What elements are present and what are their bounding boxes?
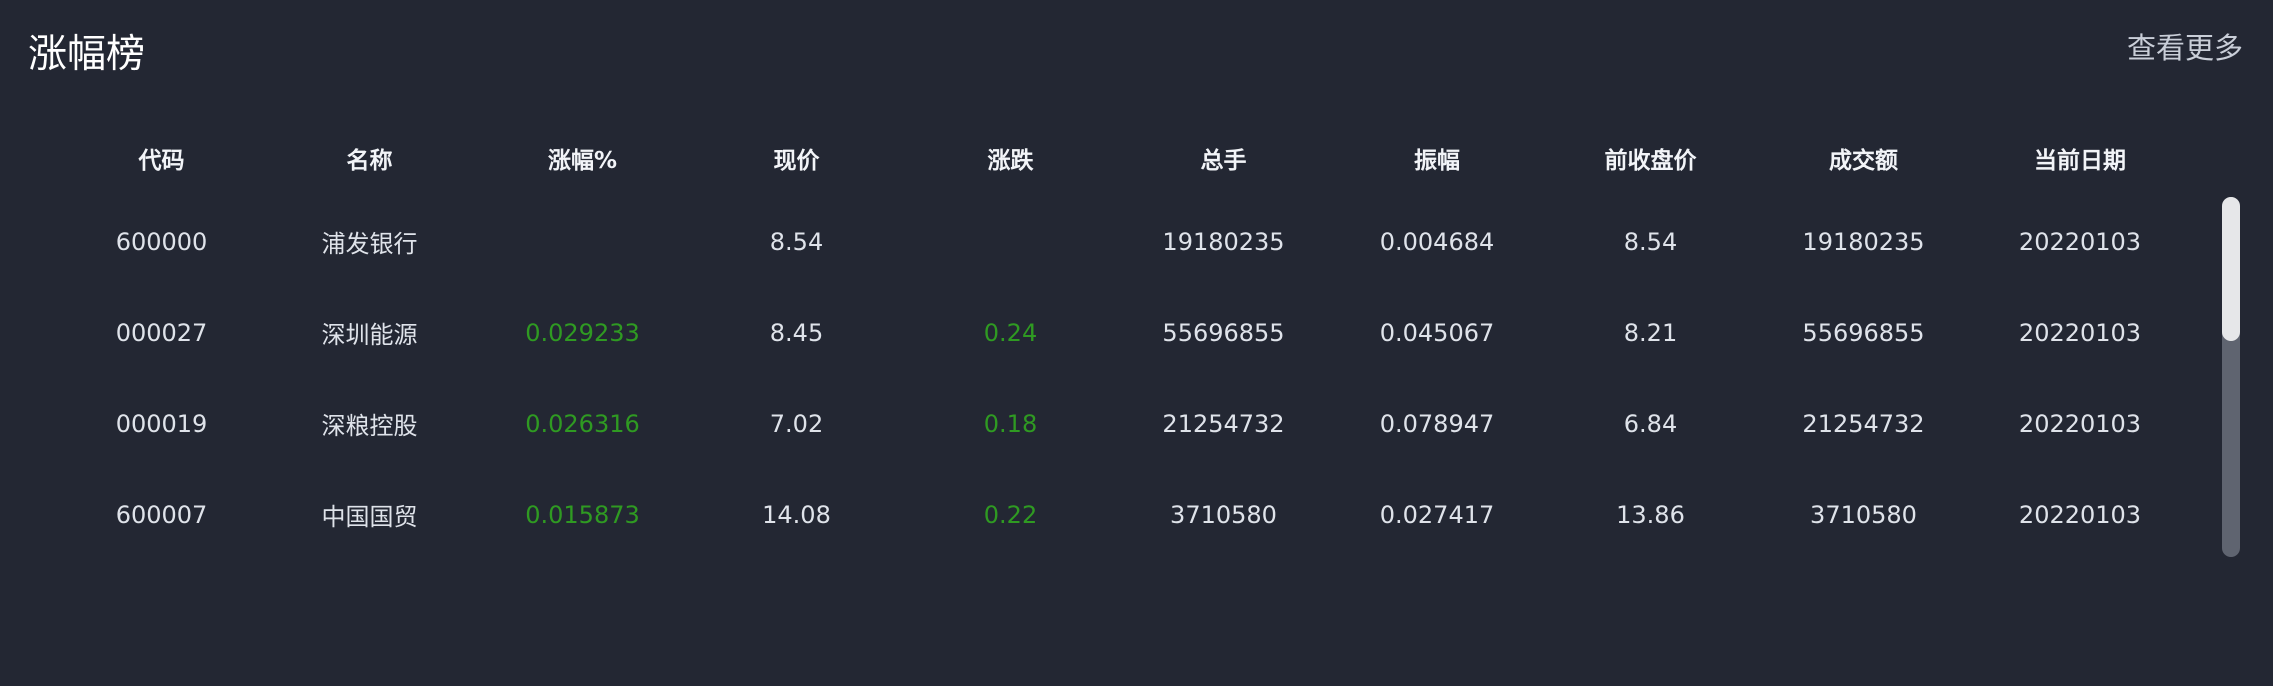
cell-prev-close: 8.21 [1623,318,1678,347]
cell-code: 600007 [115,500,208,529]
cell-change: 0.22 [983,500,1038,529]
scrollbar-thumb[interactable] [2222,197,2240,341]
cell-prev-close: 8.54 [1623,227,1678,256]
cell-amplitude: 0.045067 [1379,318,1495,347]
cell-code: 600000 [115,227,208,256]
cell-turnover: 19180235 [1802,227,1925,256]
cell-name: 中国国贸 [321,503,418,531]
cell-change-pct: 0.029233 [525,318,640,347]
cell-amplitude: 0.004684 [1379,227,1495,256]
vertical-scrollbar[interactable] [2222,197,2240,557]
column-header-turnover[interactable]: 成交额 [1829,148,1898,174]
cell-change: 0.18 [983,409,1038,438]
cell-change-pct: 0.026316 [525,409,640,438]
cell-date: 20220103 [2018,500,2142,529]
cell-change [904,196,1117,287]
column-header-change[interactable]: 涨跌 [987,148,1034,174]
cell-amplitude: 0.027417 [1379,500,1495,529]
cell-name: 深圳能源 [321,321,418,349]
gainers-table: 代码 名称 涨幅% 现价 涨跌 总手 振幅 前收盘价 成交额 当前日期 6000… [60,120,2190,560]
column-header-code[interactable]: 代码 [138,148,185,174]
cell-name: 浦发银行 [321,230,418,258]
cell-date: 20220103 [2018,409,2142,438]
table-row[interactable]: 600000 浦发银行 8.54 19180235 0.004684 8.54 … [60,196,2190,287]
table-row[interactable]: 000019 深粮控股 0.026316 7.02 0.18 21254732 … [60,378,2190,469]
cell-change: 0.24 [983,318,1038,347]
column-header-change-pct[interactable]: 涨幅% [547,148,618,174]
table-row[interactable]: 000027 深圳能源 0.029233 8.45 0.24 55696855 … [60,287,2190,378]
cell-price: 8.54 [769,227,824,256]
cell-turnover: 3710580 [1810,500,1917,529]
table-header-row: 代码 名称 涨幅% 现价 涨跌 总手 振幅 前收盘价 成交额 当前日期 [60,120,2190,196]
column-header-prev-close[interactable]: 前收盘价 [1604,148,1697,174]
cell-code: 000027 [115,318,208,347]
cell-prev-close: 6.84 [1623,409,1678,438]
column-header-price[interactable]: 现价 [773,148,820,174]
column-header-volume[interactable]: 总手 [1200,148,1247,174]
cell-code: 000019 [115,409,208,438]
stock-table-container: 代码 名称 涨幅% 现价 涨跌 总手 振幅 前收盘价 成交额 当前日期 6000… [60,120,2190,560]
cell-amplitude: 0.078947 [1379,409,1495,438]
cell-volume: 21254732 [1162,409,1285,438]
cell-change-pct [476,196,689,287]
cell-prev-close: 13.86 [1616,500,1685,529]
cell-turnover: 55696855 [1802,318,1925,347]
cell-change-pct: 0.015873 [525,500,640,529]
cell-turnover: 21254732 [1802,409,1925,438]
cell-price: 8.45 [769,318,824,347]
column-header-amplitude[interactable]: 振幅 [1414,148,1460,174]
panel-title: 涨幅榜 [28,32,146,77]
column-header-date[interactable]: 当前日期 [2034,148,2126,174]
cell-name: 深粮控股 [321,412,418,440]
cell-price: 14.08 [762,500,831,529]
table-row[interactable]: 600007 中国国贸 0.015873 14.08 0.22 3710580 … [60,469,2190,560]
cell-price: 7.02 [769,409,824,438]
column-header-name[interactable]: 名称 [346,148,393,174]
cell-date: 20220103 [2018,318,2142,347]
cell-date: 20220103 [2018,227,2142,256]
cell-volume: 3710580 [1170,500,1277,529]
cell-volume: 55696855 [1162,318,1285,347]
cell-volume: 19180235 [1162,227,1285,256]
view-more-link[interactable]: 查看更多 [2126,31,2243,65]
